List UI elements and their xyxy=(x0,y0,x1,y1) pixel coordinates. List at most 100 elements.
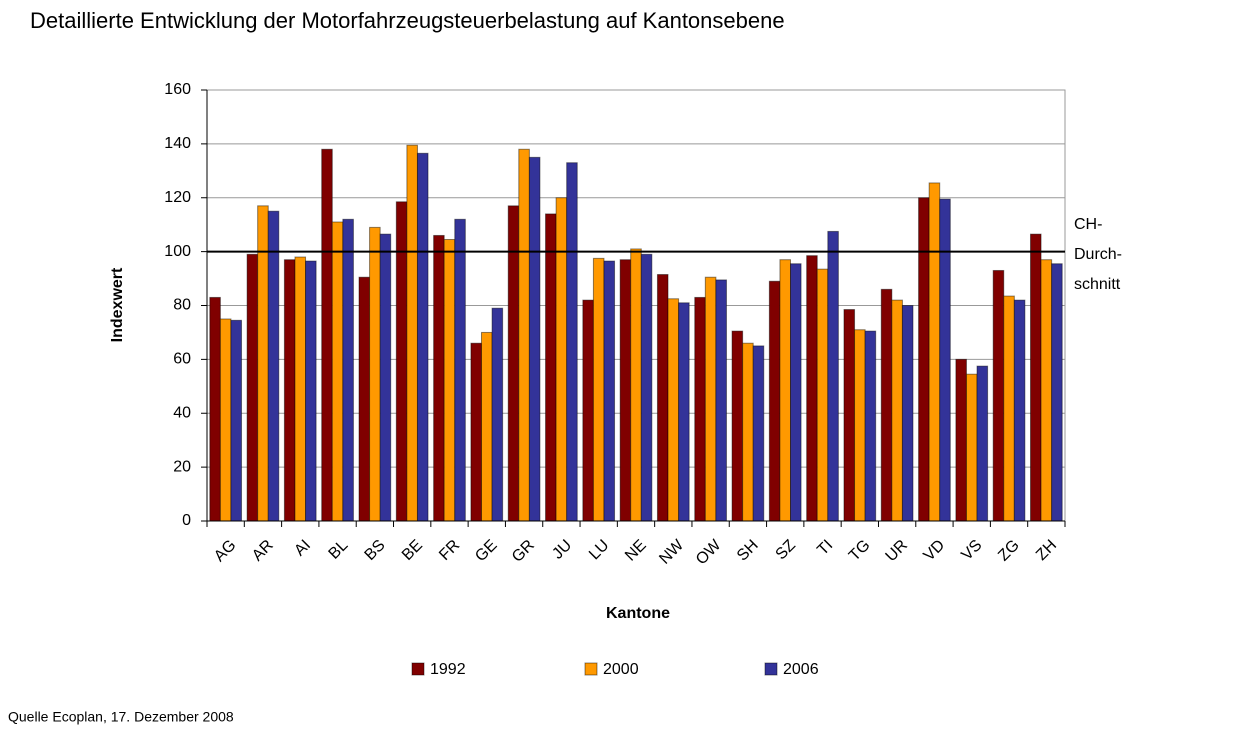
bar xyxy=(955,358,967,522)
y-tick-label: 120 xyxy=(164,189,191,206)
y-tick-label: 60 xyxy=(173,351,191,368)
source: Quelle Ecoplan, 17. Dezember 2008 xyxy=(8,709,234,725)
x-tick-label: BS xyxy=(362,537,389,564)
y-tick-label: 40 xyxy=(173,404,191,421)
bar xyxy=(816,268,829,522)
x-axis-label: Kantone xyxy=(606,605,670,622)
x-tick-label: AI xyxy=(291,537,314,560)
bar xyxy=(283,259,296,522)
bar xyxy=(331,221,344,522)
bar xyxy=(230,319,243,522)
bar xyxy=(1051,263,1063,522)
bar xyxy=(656,274,669,522)
bar xyxy=(678,302,690,522)
x-tick-label: GR xyxy=(509,537,538,566)
bar xyxy=(779,259,792,522)
bar xyxy=(731,330,744,522)
bar xyxy=(768,280,781,522)
bar xyxy=(342,218,354,522)
x-tick-label: BE xyxy=(399,537,426,564)
bar xyxy=(1013,299,1026,522)
x-tick-label: BL xyxy=(326,537,352,563)
x-tick-label: VS xyxy=(958,537,985,564)
legend-label: 2006 xyxy=(783,661,819,678)
bar xyxy=(507,205,520,522)
y-tick-label: 0 xyxy=(182,512,191,529)
bar xyxy=(854,329,866,522)
reference-label: schnitt xyxy=(1074,276,1121,293)
bar xyxy=(965,373,978,522)
bar xyxy=(843,309,856,522)
bar xyxy=(864,330,877,522)
y-tick-label: 100 xyxy=(164,243,191,260)
bar xyxy=(433,234,445,522)
bar xyxy=(619,259,632,522)
legend-swatch xyxy=(764,662,778,676)
legend-swatch xyxy=(584,662,598,676)
x-tick-label: ZH xyxy=(1033,537,1060,564)
y-axis-label: Indexwert xyxy=(109,267,126,342)
bar xyxy=(443,239,456,522)
bar xyxy=(219,318,232,522)
bar xyxy=(742,342,754,522)
x-tick-label: GE xyxy=(472,537,500,565)
bar xyxy=(752,345,765,522)
y-tick-label: 140 xyxy=(164,135,191,152)
bar xyxy=(305,260,317,522)
x-tick-label: LU xyxy=(586,537,612,563)
bar xyxy=(992,269,1005,522)
bar xyxy=(715,279,727,522)
bar xyxy=(790,263,802,522)
bar xyxy=(406,144,418,522)
bar xyxy=(880,288,893,522)
x-tick-label: FR xyxy=(436,537,463,564)
bar xyxy=(545,213,557,522)
legend-label: 1992 xyxy=(430,661,466,678)
bar xyxy=(416,152,429,522)
bar xyxy=(246,253,259,522)
x-tick-label: AR xyxy=(249,537,277,565)
bar xyxy=(369,226,381,522)
bar xyxy=(806,255,818,522)
legend-swatch xyxy=(411,662,425,676)
reference-label: CH- xyxy=(1074,216,1102,233)
x-tick-label: SZ xyxy=(773,537,800,564)
bar xyxy=(630,248,642,522)
bar xyxy=(454,218,466,522)
bar xyxy=(976,365,989,522)
x-tick-label: TI xyxy=(814,537,836,559)
x-tick-label: JU xyxy=(549,537,575,563)
bar xyxy=(667,298,680,522)
bar xyxy=(209,296,221,522)
x-tick-label: NE xyxy=(622,537,650,565)
bar xyxy=(901,305,914,522)
bar xyxy=(528,156,541,522)
reference-label: Durch- xyxy=(1074,246,1122,263)
x-tick-label: UR xyxy=(883,537,911,565)
bar xyxy=(566,162,578,522)
bar xyxy=(1003,295,1015,522)
x-tick-label: NW xyxy=(656,536,688,568)
bar xyxy=(603,260,616,522)
bar xyxy=(640,253,653,522)
bar xyxy=(555,197,568,522)
bar xyxy=(827,230,839,522)
bar xyxy=(928,182,941,522)
bar xyxy=(480,331,493,522)
bar xyxy=(592,257,605,522)
bar xyxy=(267,210,280,522)
x-tick-label: VD xyxy=(921,537,949,565)
x-tick-label: SH xyxy=(734,537,762,565)
bar xyxy=(1040,259,1053,522)
legend-label: 2000 xyxy=(603,661,639,678)
bar xyxy=(518,148,530,522)
x-tick-label: ZG xyxy=(995,537,1023,565)
bar xyxy=(379,233,392,522)
bar xyxy=(321,148,333,522)
bar xyxy=(470,342,482,522)
y-tick-label: 80 xyxy=(173,297,191,314)
bar xyxy=(257,205,269,522)
y-tick-label: 20 xyxy=(173,458,191,475)
bar xyxy=(704,276,717,522)
bar xyxy=(294,256,307,522)
